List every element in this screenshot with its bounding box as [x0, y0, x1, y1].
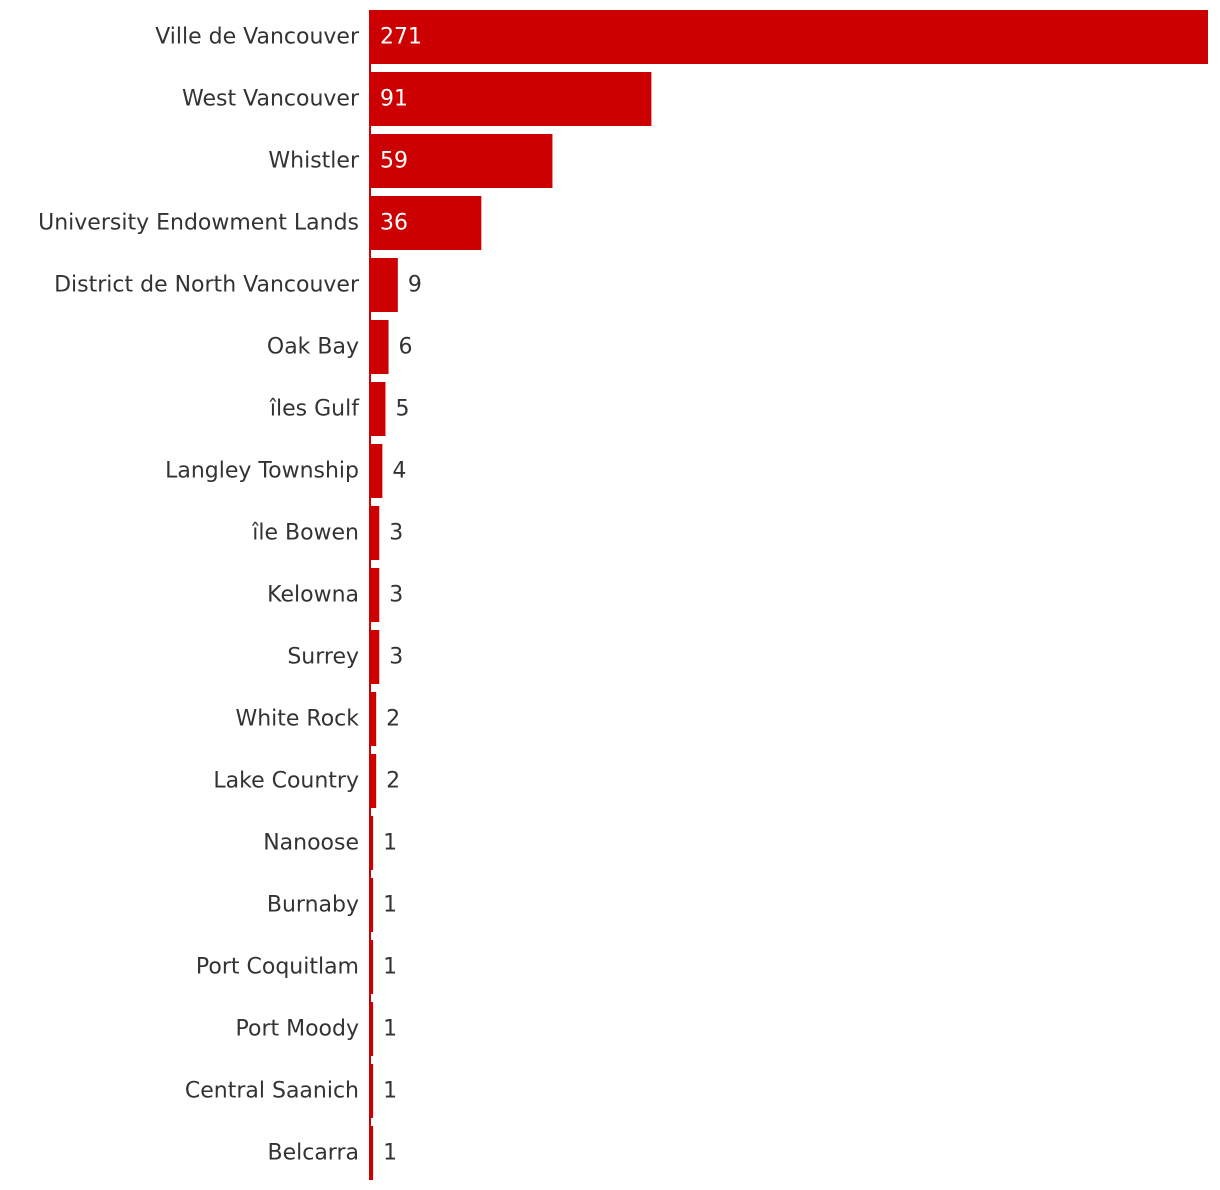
- data-label: 6: [399, 335, 413, 360]
- data-label: 2: [386, 707, 400, 732]
- data-label: 1: [383, 1079, 397, 1104]
- data-label: 1: [383, 955, 397, 980]
- category-label: White Rock: [235, 707, 359, 732]
- category-label: Port Coquitlam: [196, 955, 359, 980]
- category-label: Whistler: [268, 149, 360, 174]
- category-labels: Ville de Vancouver West Vancouver Whistler…: [38, 25, 360, 1166]
- category-label: Oak Bay: [267, 335, 359, 360]
- bar: [370, 1064, 374, 1118]
- bar: [370, 258, 398, 312]
- category-label: île Bowen: [251, 521, 359, 546]
- bar: [370, 320, 389, 374]
- category-label: District de North Vancouver: [54, 273, 360, 298]
- data-label: 1: [383, 1017, 397, 1042]
- data-label: 3: [389, 645, 403, 670]
- bar: [370, 382, 386, 436]
- data-label: 271: [380, 25, 422, 50]
- value-labels: 271 91 59 36 9 6 5 4 3 3 3 2 2 1 1 1 1 1 1: [380, 25, 422, 1166]
- bar: [370, 692, 377, 746]
- bar: [370, 878, 374, 932]
- category-label: Ville de Vancouver: [155, 25, 360, 50]
- bar: [370, 568, 380, 622]
- category-label: Surrey: [287, 645, 359, 670]
- data-label: 9: [408, 273, 422, 298]
- bar: [370, 754, 377, 808]
- category-label: Central Saanich: [185, 1079, 359, 1104]
- bar: [370, 816, 374, 870]
- data-label: 91: [380, 87, 408, 112]
- bars: [370, 10, 1208, 1180]
- data-label: 2: [386, 769, 400, 794]
- bar: [370, 940, 374, 994]
- data-label: 3: [389, 583, 403, 608]
- category-label: Kelowna: [267, 583, 359, 608]
- bar: [370, 10, 1208, 64]
- category-label: Port Moody: [236, 1017, 360, 1042]
- data-label: 5: [395, 397, 409, 422]
- data-label: 1: [383, 831, 397, 856]
- bar: [370, 1002, 374, 1056]
- bar: [370, 72, 652, 126]
- category-label: Lake Country: [213, 769, 359, 794]
- category-label: West Vancouver: [182, 87, 360, 112]
- bar: [370, 630, 380, 684]
- data-label: 59: [380, 149, 408, 174]
- bar: [370, 1126, 374, 1180]
- category-label: Langley Township: [165, 459, 359, 484]
- category-label: University Endowment Lands: [38, 211, 359, 236]
- category-label: Nanoose: [263, 831, 359, 856]
- category-label: Belcarra: [267, 1141, 359, 1166]
- bar: [370, 506, 380, 560]
- data-label: 1: [383, 1141, 397, 1166]
- category-label: Burnaby: [267, 893, 359, 918]
- data-label: 3: [389, 521, 403, 546]
- bar: [370, 134, 553, 188]
- data-label: 1: [383, 893, 397, 918]
- bar: [370, 444, 383, 498]
- bar: [370, 196, 482, 250]
- category-label: îles Gulf: [269, 397, 360, 422]
- data-label: 36: [380, 211, 408, 236]
- data-label: 4: [392, 459, 406, 484]
